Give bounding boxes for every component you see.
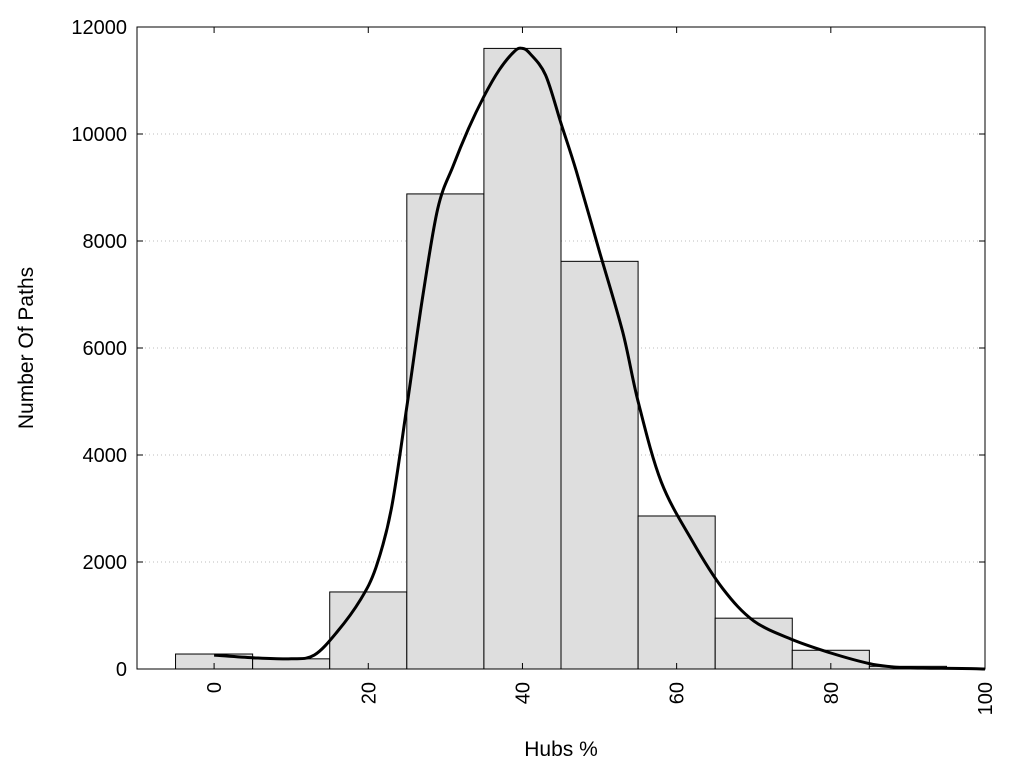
y-tick-label: 10000: [71, 124, 127, 146]
histogram-bar: [714, 617, 793, 670]
histogram-bar: [329, 591, 408, 670]
x-axis-title: Hubs %: [524, 738, 598, 761]
y-axis-ticks: 0 2000 4000 6000 8000 10000 12000: [71, 17, 985, 681]
y-tick-label: 12000: [71, 17, 127, 39]
histogram-bar: [483, 47, 562, 670]
x-tick-label: 20: [358, 682, 380, 704]
x-tick-label: 80: [821, 682, 843, 704]
x-tick-label: 40: [512, 682, 534, 704]
histogram-bar: [406, 193, 485, 670]
x-tick-label: 0: [204, 682, 226, 693]
y-tick-label: 4000: [83, 445, 128, 467]
y-tick-label: 0: [116, 659, 127, 681]
histogram-bar: [637, 515, 716, 670]
histogram-bar: [252, 658, 331, 670]
x-axis-ticks: 0 20 40 60 80 100: [204, 27, 997, 715]
histogram-bars: [175, 47, 986, 670]
density-curve: [214, 46, 986, 671]
x-tick-label: 60: [667, 682, 689, 704]
histogram-bar: [560, 260, 639, 670]
y-tick-label: 8000: [83, 231, 128, 253]
x-tick-label: 100: [975, 682, 997, 715]
y-tick-label: 2000: [83, 552, 128, 574]
y-tick-label: 6000: [83, 338, 128, 360]
y-axis-title: Number Of Paths: [15, 267, 38, 429]
